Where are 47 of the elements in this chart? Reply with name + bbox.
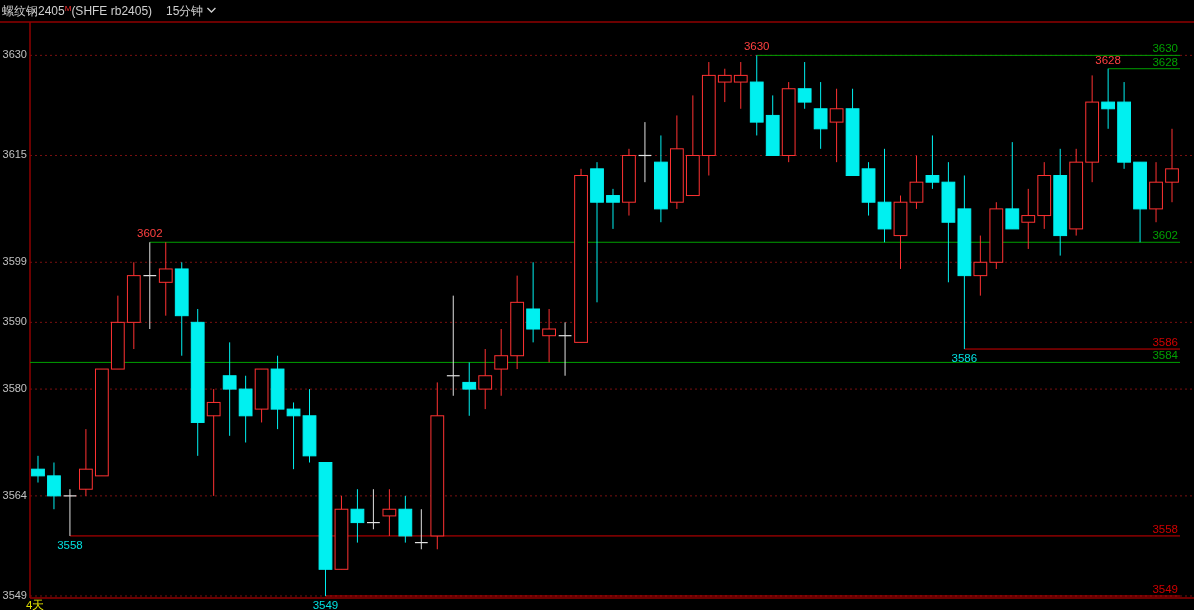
candlestick: [526, 261, 541, 343]
ref-line-label: 3558: [1152, 522, 1178, 535]
y-tick-label: 3580: [2, 382, 27, 394]
candlestick: [222, 341, 237, 437]
annotation: 3630: [743, 40, 770, 53]
ref-line-label: 3586: [1152, 336, 1178, 349]
candlestick: [797, 61, 812, 110]
candlestick: [494, 328, 509, 397]
candlestick: [733, 61, 748, 110]
candlestick: [542, 308, 556, 363]
candlestick: [606, 188, 620, 230]
y-tick-label: 3630: [2, 48, 27, 61]
annotation: 3586: [951, 352, 978, 365]
annotation: 3628: [1095, 53, 1121, 66]
ref-line-label: 3630: [1152, 42, 1178, 55]
candlestick: [206, 388, 221, 497]
text: 4天: [26, 599, 45, 610]
ref-line-label: 3602: [1152, 229, 1178, 242]
y-tick-label: 3549: [2, 588, 27, 601]
y-tick-label: 3564: [2, 488, 27, 501]
candlestick: [1005, 141, 1020, 230]
candlestick: [350, 488, 365, 544]
candlestick: [717, 68, 732, 103]
annotation: 3602: [136, 227, 163, 240]
candlestick: [478, 348, 493, 410]
candlestick: [462, 361, 477, 417]
chart-title: 螺纹钢2405$^{M}$(SHFE rb2405): [2, 3, 153, 18]
annotation: 3549: [312, 599, 339, 610]
candlestick: [829, 88, 844, 163]
candlestick: [158, 241, 173, 317]
y-tick-label: 3599: [2, 255, 27, 268]
y-tick-label: 3615: [2, 148, 27, 161]
candlestick: [813, 81, 828, 150]
candlestick: [47, 462, 61, 510]
candlestick: [973, 235, 988, 297]
candlestick: [382, 488, 397, 537]
ref-line-label: 3549: [1152, 583, 1178, 595]
candlestick: [1021, 188, 1036, 250]
annotation: 3558: [57, 538, 83, 551]
ref-line-label: 3584: [1152, 349, 1179, 362]
chart-subtitle: 15分钟: [166, 4, 204, 18]
y-tick-label: 3590: [2, 315, 27, 328]
ref-line-label: 3628: [1152, 55, 1178, 68]
candlestick: [79, 428, 93, 497]
candlestick: [1165, 128, 1179, 203]
candlestick: [925, 134, 940, 190]
candlestick: [31, 455, 45, 484]
